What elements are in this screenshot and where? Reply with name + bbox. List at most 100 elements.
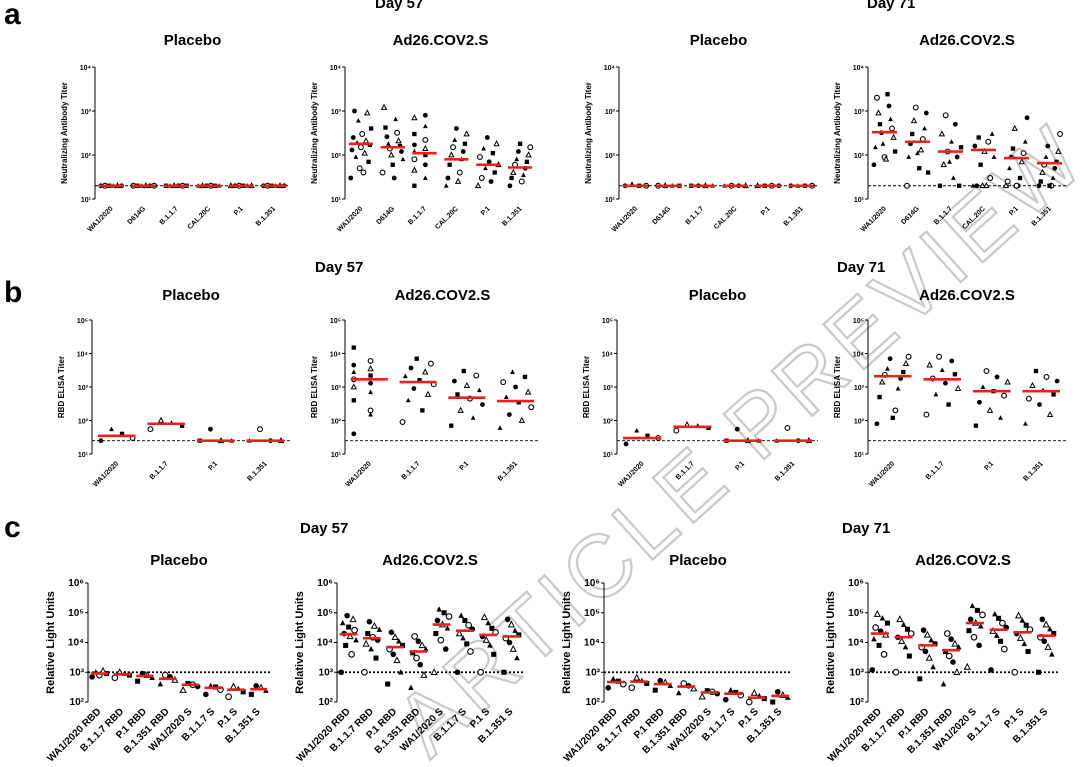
- data-point: [445, 175, 451, 181]
- data-point: [1010, 146, 1016, 151]
- data-point: [514, 156, 520, 162]
- data-point: [969, 602, 976, 609]
- data-point: [361, 149, 368, 156]
- data-point: [368, 389, 373, 395]
- x-category-label: WA1/2020: [345, 460, 373, 488]
- data-point: [402, 373, 408, 379]
- y-tick-label: 10³: [586, 667, 601, 678]
- data-point: [912, 104, 919, 111]
- data-point: [675, 689, 682, 696]
- day-title: Day 71: [867, 0, 915, 12]
- x-category-label: B.1.1.7: [159, 205, 180, 226]
- data-point: [910, 131, 915, 137]
- data-point: [427, 360, 434, 367]
- data-point: [515, 149, 521, 154]
- data-point: [896, 615, 904, 623]
- data-point: [945, 652, 953, 660]
- data-point: [473, 372, 480, 379]
- data-point: [939, 367, 945, 372]
- data-point: [383, 125, 388, 130]
- data-point: [449, 423, 454, 428]
- data-point: [1016, 633, 1025, 641]
- y-tick-label: 10⁴: [604, 65, 616, 72]
- x-category-label: CAL.20C: [434, 205, 460, 231]
- data-point: [527, 144, 534, 151]
- data-point: [445, 613, 453, 620]
- data-point: [411, 142, 417, 148]
- data-point: [1029, 381, 1036, 389]
- data-point: [380, 103, 388, 110]
- data-point: [1002, 182, 1010, 189]
- data-point: [923, 630, 932, 638]
- data-point: [978, 162, 983, 167]
- data-point: [463, 130, 470, 137]
- x-category-label: P.1: [734, 460, 746, 472]
- data-point: [949, 358, 955, 364]
- chart-title: Ad26.COV2.S: [915, 552, 1011, 569]
- data-point: [993, 632, 1000, 638]
- x-category-label: P.1: [207, 460, 219, 472]
- data-point: [979, 182, 986, 189]
- data-point: [485, 619, 491, 626]
- x-category-label: CAL.20C: [713, 205, 739, 231]
- chart-3: Day 71 Placebo 10¹ 10² 10³ 10⁴ Neutralizing An…: [584, 0, 915, 234]
- data-point: [1036, 183, 1042, 189]
- data-point: [952, 121, 958, 127]
- data-point: [351, 345, 356, 350]
- data-point: [605, 685, 612, 691]
- data-point: [1043, 373, 1050, 380]
- y-tick-label: 10⁴: [317, 638, 333, 649]
- data-point: [1051, 392, 1056, 397]
- data-point: [923, 411, 930, 418]
- data-point: [967, 616, 974, 623]
- data-point: [750, 688, 758, 696]
- data-point: [667, 682, 674, 689]
- panel-letter-a: a: [4, 0, 21, 31]
- data-point: [1045, 143, 1051, 149]
- data-point: [1037, 402, 1042, 407]
- data-point: [953, 668, 961, 675]
- chart-2: Ad26.COV2.S 10¹ 10² 10³ 10⁴ Neutralizing Anti…: [310, 32, 534, 234]
- data-point: [393, 656, 401, 664]
- y-tick-label: 10²: [319, 697, 334, 708]
- data-point: [926, 361, 933, 368]
- y-tick-label: 10³: [331, 109, 342, 116]
- data-point: [460, 635, 466, 641]
- data-point: [623, 441, 629, 447]
- y-tick-label: 10²: [854, 419, 865, 426]
- y-tick-label: 10⁴: [68, 638, 84, 649]
- y-axis-label: Relative Light Units: [825, 591, 837, 694]
- data-point: [877, 394, 882, 400]
- data-point: [514, 654, 520, 661]
- y-axis-label: RBD ELISA Titer: [833, 356, 842, 418]
- data-point: [351, 362, 357, 368]
- data-point: [399, 149, 404, 154]
- data-point: [1041, 638, 1048, 645]
- data-point: [943, 380, 948, 386]
- data-point: [422, 112, 428, 118]
- data-point: [890, 133, 897, 140]
- data-point: [657, 677, 664, 684]
- y-tick-label: 10²: [331, 419, 342, 426]
- data-point: [411, 166, 418, 173]
- data-point: [1043, 154, 1049, 159]
- data-point: [366, 159, 371, 164]
- data-point: [455, 392, 460, 397]
- data-point: [351, 398, 356, 403]
- x-category-label: B.1.1.7: [149, 460, 170, 481]
- data-point: [444, 625, 451, 631]
- y-axis-label: RBD ELISA Titer: [310, 356, 319, 418]
- data-point: [903, 182, 910, 189]
- data-point: [1054, 159, 1059, 164]
- data-point: [349, 147, 355, 153]
- data-point: [493, 140, 500, 147]
- data-point: [923, 110, 929, 116]
- data-point: [874, 94, 880, 101]
- data-point: [989, 131, 995, 136]
- data-point: [882, 155, 890, 162]
- data-point: [111, 674, 119, 682]
- data-point: [889, 125, 895, 132]
- data-point: [368, 373, 373, 378]
- data-point: [1025, 395, 1032, 402]
- y-tick-label: 10³: [81, 109, 92, 116]
